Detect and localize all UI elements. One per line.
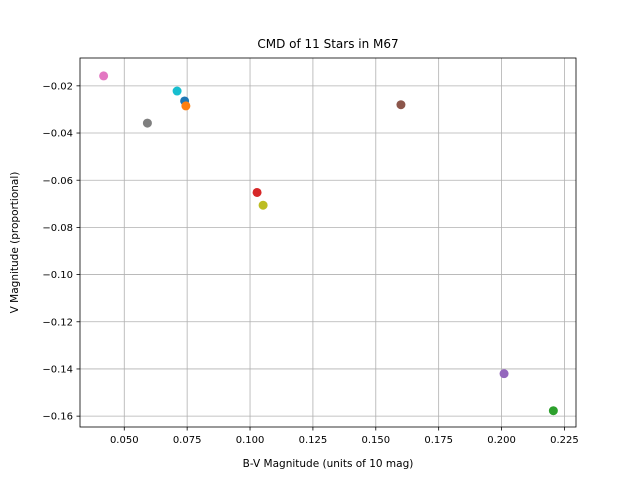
- x-tick-label: 0.150: [361, 435, 390, 446]
- y-tick-label: −0.04: [42, 129, 73, 140]
- x-axis: 0.050 0.075 0.100 0.125 0.150 0.175 0.200 0.225: [110, 427, 579, 446]
- y-tick-label: −0.06: [42, 176, 73, 187]
- y-tick-label: −0.08: [42, 223, 73, 234]
- y-axis: −0.02 −0.04 −0.06 −0.08 −0.10 −0.12 −0.14 −0.16: [42, 81, 80, 423]
- x-tick-label: 0.125: [299, 435, 328, 446]
- data-point: [181, 101, 191, 111]
- x-tick-label: 0.075: [173, 435, 202, 446]
- y-tick-label: −0.10: [42, 270, 73, 281]
- data-point: [258, 200, 268, 210]
- data-point: [99, 71, 109, 81]
- grid: [80, 58, 576, 427]
- data-point: [396, 100, 406, 110]
- data-point: [548, 406, 558, 416]
- x-tick-label: 0.225: [550, 435, 579, 446]
- chart-title: CMD of 11 Stars in M67: [257, 37, 398, 51]
- data-point: [499, 369, 509, 379]
- x-axis-label: B-V Magnitude (units of 10 mag): [243, 458, 414, 470]
- x-tick-label: 0.050: [110, 435, 139, 446]
- y-tick-label: −0.12: [42, 317, 73, 328]
- y-axis-label: V Magnitude (proportional): [9, 172, 21, 314]
- y-tick-label: −0.02: [42, 81, 73, 92]
- x-tick-label: 0.200: [487, 435, 516, 446]
- plot-frame: [79, 57, 577, 428]
- data-point: [142, 118, 152, 128]
- data-point: [172, 86, 182, 96]
- data-points: [99, 71, 558, 416]
- x-tick-label: 0.100: [236, 435, 265, 446]
- data-point: [252, 187, 262, 197]
- x-tick-label: 0.175: [424, 435, 453, 446]
- y-tick-label: −0.16: [42, 412, 73, 423]
- y-tick-label: −0.14: [42, 365, 73, 376]
